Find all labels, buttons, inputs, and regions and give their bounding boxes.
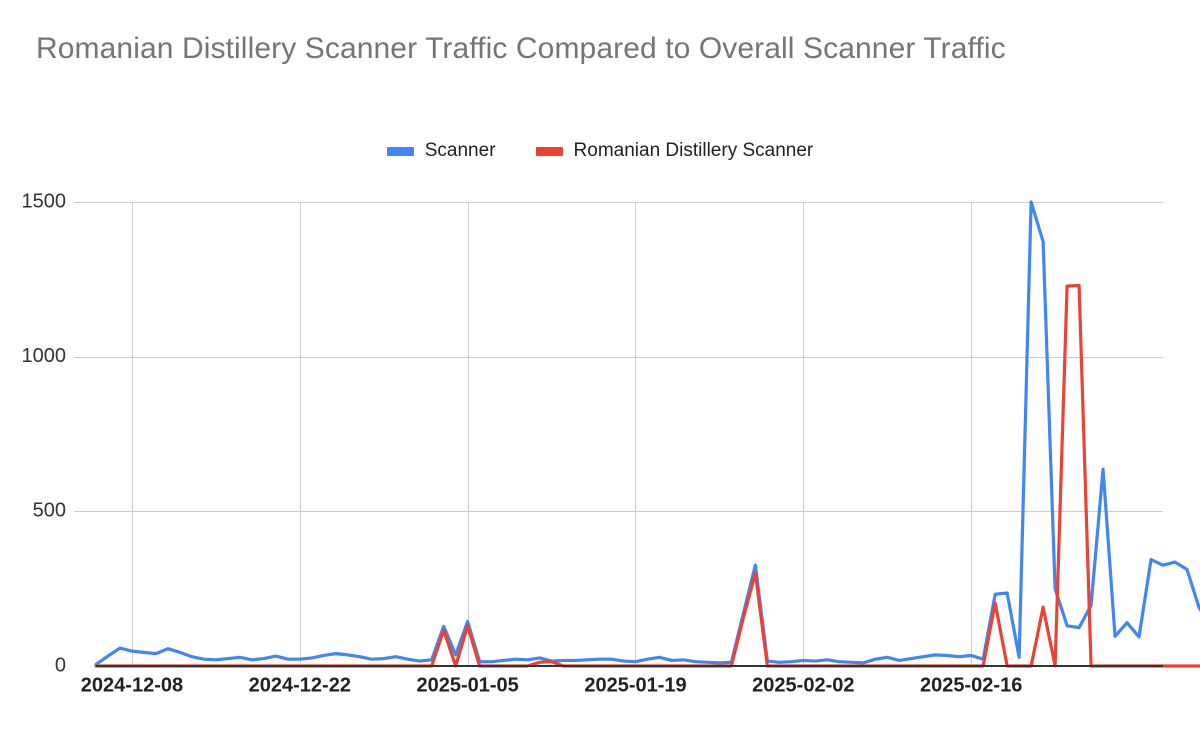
x-tick-label: 2025-02-16 [920,675,1022,697]
gridlines [74,202,1163,666]
x-tick-label: 2024-12-22 [249,675,351,697]
legend-swatch-scanner [386,146,414,156]
x-tick-label: 2025-01-05 [416,675,518,697]
y-tick-label: 1500 [22,190,67,212]
legend-item-scanner[interactable]: Scanner [386,140,496,162]
y-tick-label: 0 [55,654,66,676]
y-axis-tick-labels: 0 500 1000 1500 [22,190,67,676]
x-tick-label: 2025-01-19 [584,675,686,697]
chart-title: Romanian Distillery Scanner Traffic Comp… [36,32,1006,65]
chart-legend: Scanner Romanian Distillery Scanner [0,140,1200,162]
legend-swatch-romanian-distillery-scanner [535,146,563,156]
series-line-scanner [94,200,1200,667]
x-tick-label: 2025-02-02 [752,675,854,697]
x-tick-label: 2024-12-08 [81,675,183,697]
y-tick-label: 500 [33,500,66,522]
series-line-romanian-distillery-scanner [94,283,1200,668]
y-tick-label: 1000 [22,345,67,367]
x-axis-tick-labels: 2024-12-08 2024-12-22 2025-01-05 2025-01-19… [81,675,1023,697]
legend-label-scanner: Scanner [424,140,496,161]
data-series [94,200,1200,668]
legend-item-romanian-distillery-scanner[interactable]: Romanian Distillery Scanner [535,140,814,162]
legend-label-romanian-distillery-scanner: Romanian Distillery Scanner [573,140,814,161]
